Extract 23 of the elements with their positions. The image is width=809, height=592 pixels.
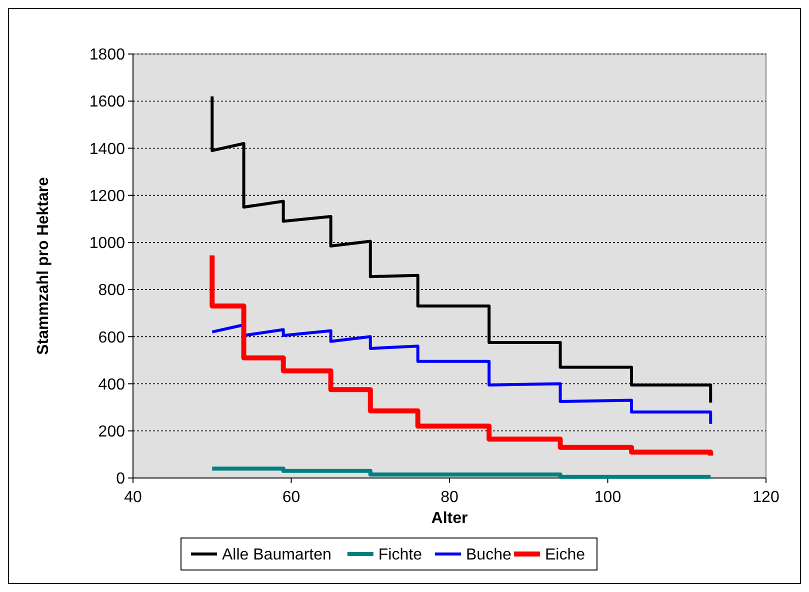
y-axis-title: Stammzahl pro Hektare bbox=[35, 176, 52, 355]
line-series bbox=[210, 323, 712, 426]
legend-label: Eiche bbox=[545, 546, 586, 564]
y-tick-label: 1600 bbox=[89, 94, 126, 111]
y-tick-label: 1000 bbox=[89, 235, 126, 252]
legend-label: Buche bbox=[466, 546, 512, 564]
x-tick-label: 40 bbox=[124, 489, 142, 506]
y-tick-label: 0 bbox=[116, 470, 126, 488]
legend-label: Fichte bbox=[378, 546, 422, 564]
y-tick-label: 1800 bbox=[89, 46, 126, 64]
y-tick-label: 800 bbox=[98, 282, 126, 300]
y-tick-label: 1400 bbox=[89, 140, 126, 158]
x-tick-label: 100 bbox=[594, 489, 622, 506]
y-tick-label: 600 bbox=[98, 329, 126, 346]
y-tick-label: 400 bbox=[98, 376, 126, 394]
line-series bbox=[210, 466, 713, 479]
legend-label: Alle Baumarten bbox=[222, 546, 332, 564]
x-axis-title: Alter bbox=[431, 510, 468, 527]
x-tick-label: 120 bbox=[752, 489, 780, 506]
x-tick-label: 80 bbox=[440, 489, 458, 506]
y-tick-label: 1200 bbox=[89, 188, 126, 205]
y-tick-label: 200 bbox=[98, 423, 126, 440]
x-tick-label: 60 bbox=[282, 489, 300, 506]
